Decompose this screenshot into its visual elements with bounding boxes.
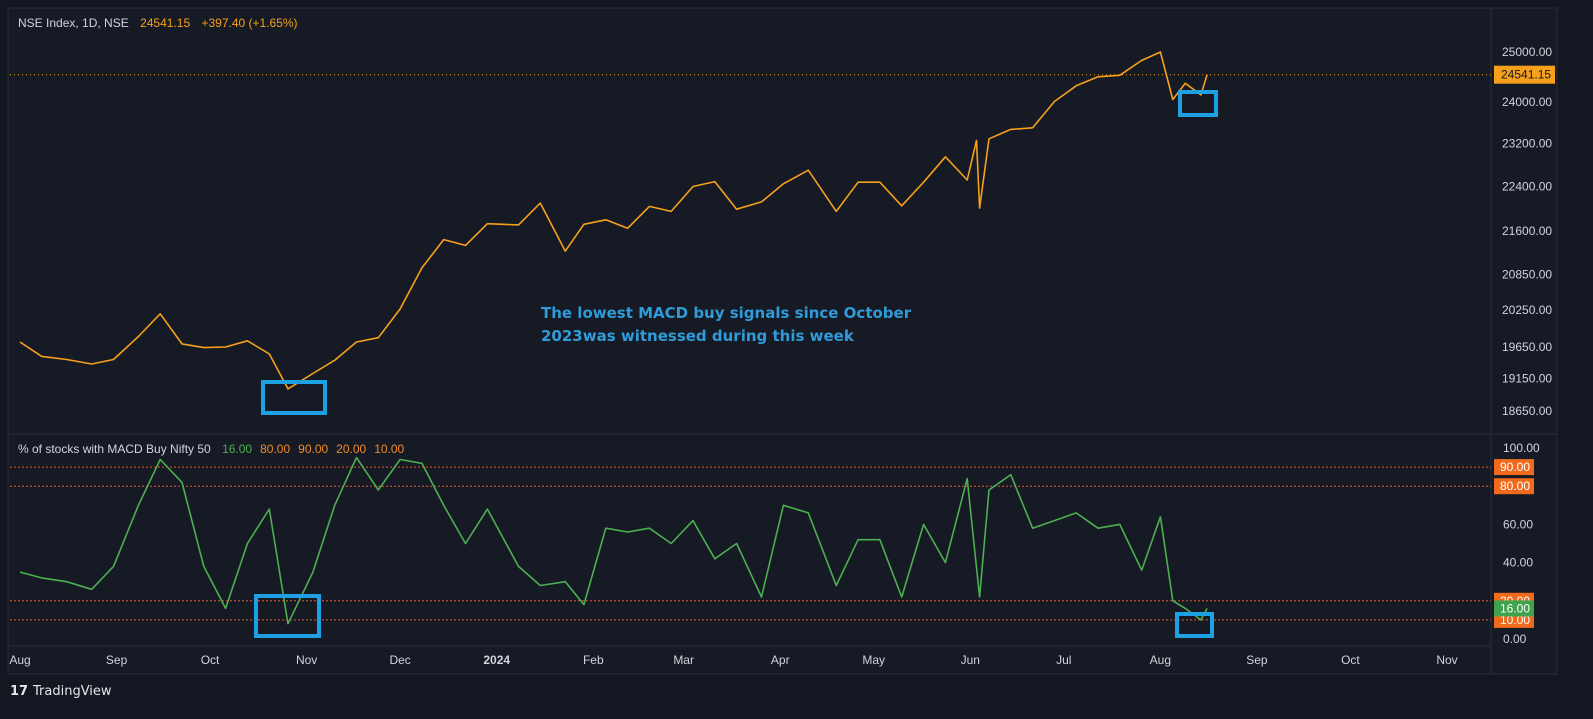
top-legend-change: +397.40 (+1.65%) xyxy=(201,16,297,30)
top-legend-name: NSE Index, 1D, NSE xyxy=(18,16,129,30)
price-tick-label: 19150.00 xyxy=(1502,372,1552,386)
price-tick-label: 20850.00 xyxy=(1502,267,1552,281)
indicator-pane[interactable]: 100.00 60.00 40.00 0.00 90.00 80.00 20.00 10.00… xyxy=(10,441,1540,646)
last-price-label: 24541.15 xyxy=(1501,68,1551,82)
top-legend-value: 24541.15 xyxy=(140,16,190,30)
x-tick-label: Nov xyxy=(296,653,317,667)
bottom-legend-value-0: 16.00 xyxy=(222,442,252,456)
x-tick-label: Aug xyxy=(9,653,30,667)
reference-badge-90 xyxy=(1494,459,1534,476)
highlight-box-aug-2024-price xyxy=(1178,90,1218,117)
price-tick-label: 22400.00 xyxy=(1502,180,1552,194)
last-price-badge xyxy=(1494,65,1555,84)
x-tick-label: Jun xyxy=(961,653,980,667)
bottom-legend-name: % of stocks with MACD Buy Nifty 50 xyxy=(18,442,211,456)
x-tick-label: Feb xyxy=(583,653,604,667)
price-series-line[interactable] xyxy=(19,51,1208,390)
highlight-box-aug-2024-macd xyxy=(1175,612,1214,638)
price-tick-label: 18650.00 xyxy=(1502,404,1552,418)
x-tick-label: Apr xyxy=(771,653,790,667)
top-legend: NSE Index, 1D, NSE 24541.15 +397.40 (+1.… xyxy=(18,16,298,30)
macd-tick-label: 60.00 xyxy=(1503,517,1533,531)
reference-label-90: 90.00 xyxy=(1500,460,1530,474)
bottom-legend: % of stocks with MACD Buy Nifty 50 16.00… xyxy=(18,442,405,456)
last-macd-badge xyxy=(1494,600,1534,617)
x-tick-label: Jul xyxy=(1056,653,1071,667)
macd-tick-label: 0.00 xyxy=(1503,632,1527,646)
bottom-legend-value-2: 90.00 xyxy=(298,442,328,456)
price-tick-label: 20250.00 xyxy=(1502,303,1552,317)
price-pane[interactable]: 25000.00 24000.00 23200.00 22400.00 21600.00… xyxy=(10,45,1555,418)
bottom-legend-value-1: 80.00 xyxy=(260,442,290,456)
x-tick-label: Sep xyxy=(106,653,128,667)
tradingview-brand-text: TradingView xyxy=(32,684,112,699)
highlight-box-oct-2023-macd xyxy=(254,594,321,638)
tradingview-logo-icon: 17 xyxy=(10,684,28,699)
macd-series-line[interactable] xyxy=(19,456,1208,625)
annotation-line-2: 2023was witnessed during this week xyxy=(541,327,855,345)
chart-frame xyxy=(7,7,1558,675)
time-axis: Aug Sep Oct Nov Dec 2024 Feb Mar Apr May Jun Jul Aug… xyxy=(9,653,1457,667)
x-tick-label: Oct xyxy=(1341,653,1360,667)
bottom-legend-value-3: 20.00 xyxy=(336,442,366,456)
price-tick-label: 23200.00 xyxy=(1502,137,1552,151)
x-tick-label: Aug xyxy=(1150,653,1171,667)
macd-tick-label: 40.00 xyxy=(1503,556,1533,570)
x-tick-label: Sep xyxy=(1246,653,1268,667)
price-tick-label: 19650.00 xyxy=(1502,340,1552,354)
x-tick-label: May xyxy=(862,653,885,667)
reference-badge-80 xyxy=(1494,478,1534,495)
x-tick-label: Mar xyxy=(673,653,694,667)
macd-tick-label: 100.00 xyxy=(1503,441,1540,455)
x-tick-label: Oct xyxy=(201,653,220,667)
reference-label-80: 80.00 xyxy=(1500,479,1530,493)
annotation-line-1: The lowest MACD buy signals since Octobe… xyxy=(541,304,912,322)
price-tick-label: 25000.00 xyxy=(1502,45,1552,59)
last-macd-label: 16.00 xyxy=(1500,601,1530,615)
x-tick-label: Dec xyxy=(389,653,410,667)
price-tick-label: 21600.00 xyxy=(1502,224,1552,238)
x-tick-label: Nov xyxy=(1436,653,1457,667)
highlight-box-oct-2023-price xyxy=(261,380,327,415)
tradingview-logo[interactable]: 17 TradingView xyxy=(10,684,112,699)
price-tick-label: 24000.00 xyxy=(1502,95,1552,109)
x-tick-label: 2024 xyxy=(483,653,510,667)
bottom-legend-value-4: 10.00 xyxy=(374,442,404,456)
